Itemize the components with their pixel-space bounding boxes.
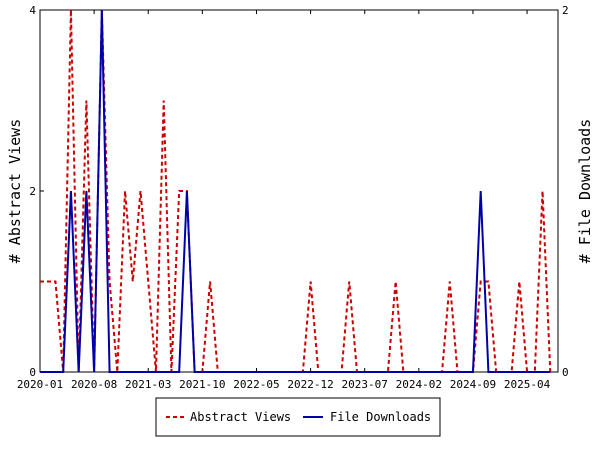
y-right-tick-label: 0: [562, 366, 569, 379]
x-tick-label: 2025-04: [504, 378, 551, 391]
y-axis-right: 02: [554, 4, 569, 379]
series-line-file-downloads: [40, 9, 551, 373]
plot-area: 2020-01 2020-08 2021-03 2021-10 2022-05 2022-…: [17, 4, 569, 391]
y-axis-left: 0 2 4: [29, 4, 44, 379]
x-tick-label: 2022-12: [287, 378, 333, 391]
x-tick-label: 2020-08: [71, 378, 117, 391]
series-line-abstract-views: [40, 9, 552, 373]
series-layer: [40, 9, 552, 373]
x-tick-label: 2021-03: [125, 378, 171, 391]
x-tick-label: 2020-01: [17, 378, 63, 391]
legend-label-abstract-views: Abstract Views: [190, 410, 291, 424]
legend-label-file-downloads: File Downloads: [330, 410, 431, 424]
x-tick-label: 2021-10: [179, 378, 225, 391]
y-left-tick-label: 0: [29, 366, 36, 379]
x-axis: 2020-01 2020-08 2021-03 2021-10 2022-05 2022-…: [17, 10, 551, 391]
y-axis-right-title: # File Downloads: [576, 119, 594, 264]
y-right-tick-label: 2: [562, 4, 569, 17]
y-axis-left-title: # Abstract Views: [6, 119, 24, 264]
x-tick-label: 2024-02: [396, 378, 442, 391]
legend-box: [155, 397, 441, 437]
x-tick-label: 2023-07: [342, 378, 388, 391]
legend: Abstract Views File Downloads: [155, 397, 441, 437]
y-left-tick-label: 4: [29, 4, 36, 17]
y-left-tick-label: 2: [29, 185, 36, 198]
x-tick-label: 2022-05: [233, 378, 279, 391]
x-tick-label: 2024-09: [450, 378, 496, 391]
